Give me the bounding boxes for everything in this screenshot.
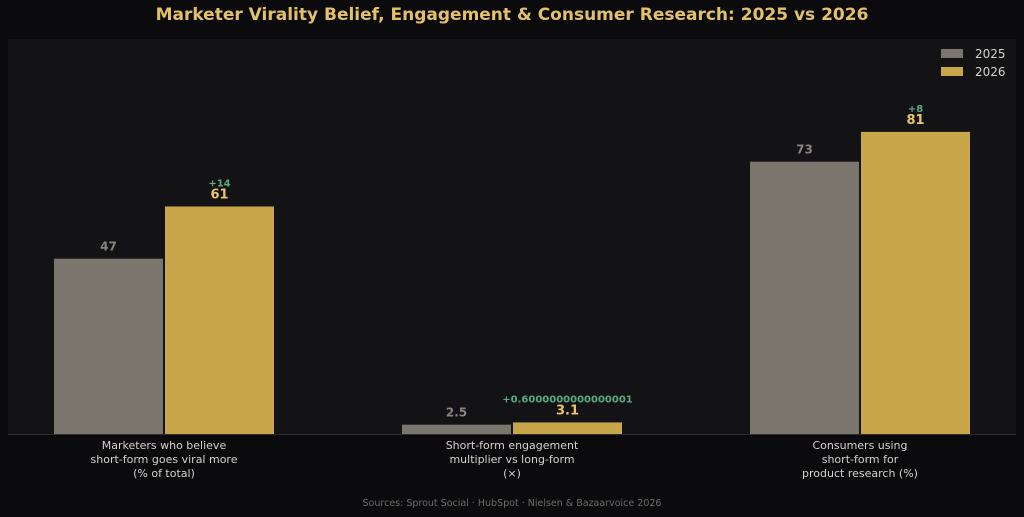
chart-title: Marketer Virality Belief, Engagement & C… — [155, 5, 869, 25]
legend-label: 2026 — [975, 65, 1006, 79]
value-label: 2.5 — [446, 406, 467, 420]
bar-2026-2 — [861, 131, 970, 434]
legend-swatch — [941, 67, 963, 76]
sources-footer: Sources: Sprout Social · HubSpot · Niels… — [362, 498, 662, 509]
category-label: Marketers who believe short-form goes vi… — [90, 439, 238, 480]
value-label: 61 — [210, 187, 228, 202]
value-label: 3.1 — [556, 403, 579, 418]
delta-label: +8 — [908, 104, 923, 115]
legend-label: 2025 — [975, 47, 1006, 61]
value-label: 47 — [100, 240, 117, 254]
bar-2025-1 — [402, 424, 511, 434]
value-label: 81 — [906, 113, 924, 128]
delta-label: +14 — [208, 178, 230, 189]
delta-label: +0.6000000000000001 — [502, 394, 633, 405]
bar-2026-0 — [165, 206, 274, 434]
category-label: Consumers using short-form for product r… — [802, 439, 918, 480]
bar-2025-0 — [54, 258, 163, 434]
category-label: Short-form engagement multiplier vs long… — [445, 439, 579, 480]
bar-2026-1 — [513, 422, 622, 434]
value-label: 73 — [796, 143, 813, 157]
bar-2025-2 — [750, 161, 859, 434]
legend-swatch — [941, 49, 963, 58]
